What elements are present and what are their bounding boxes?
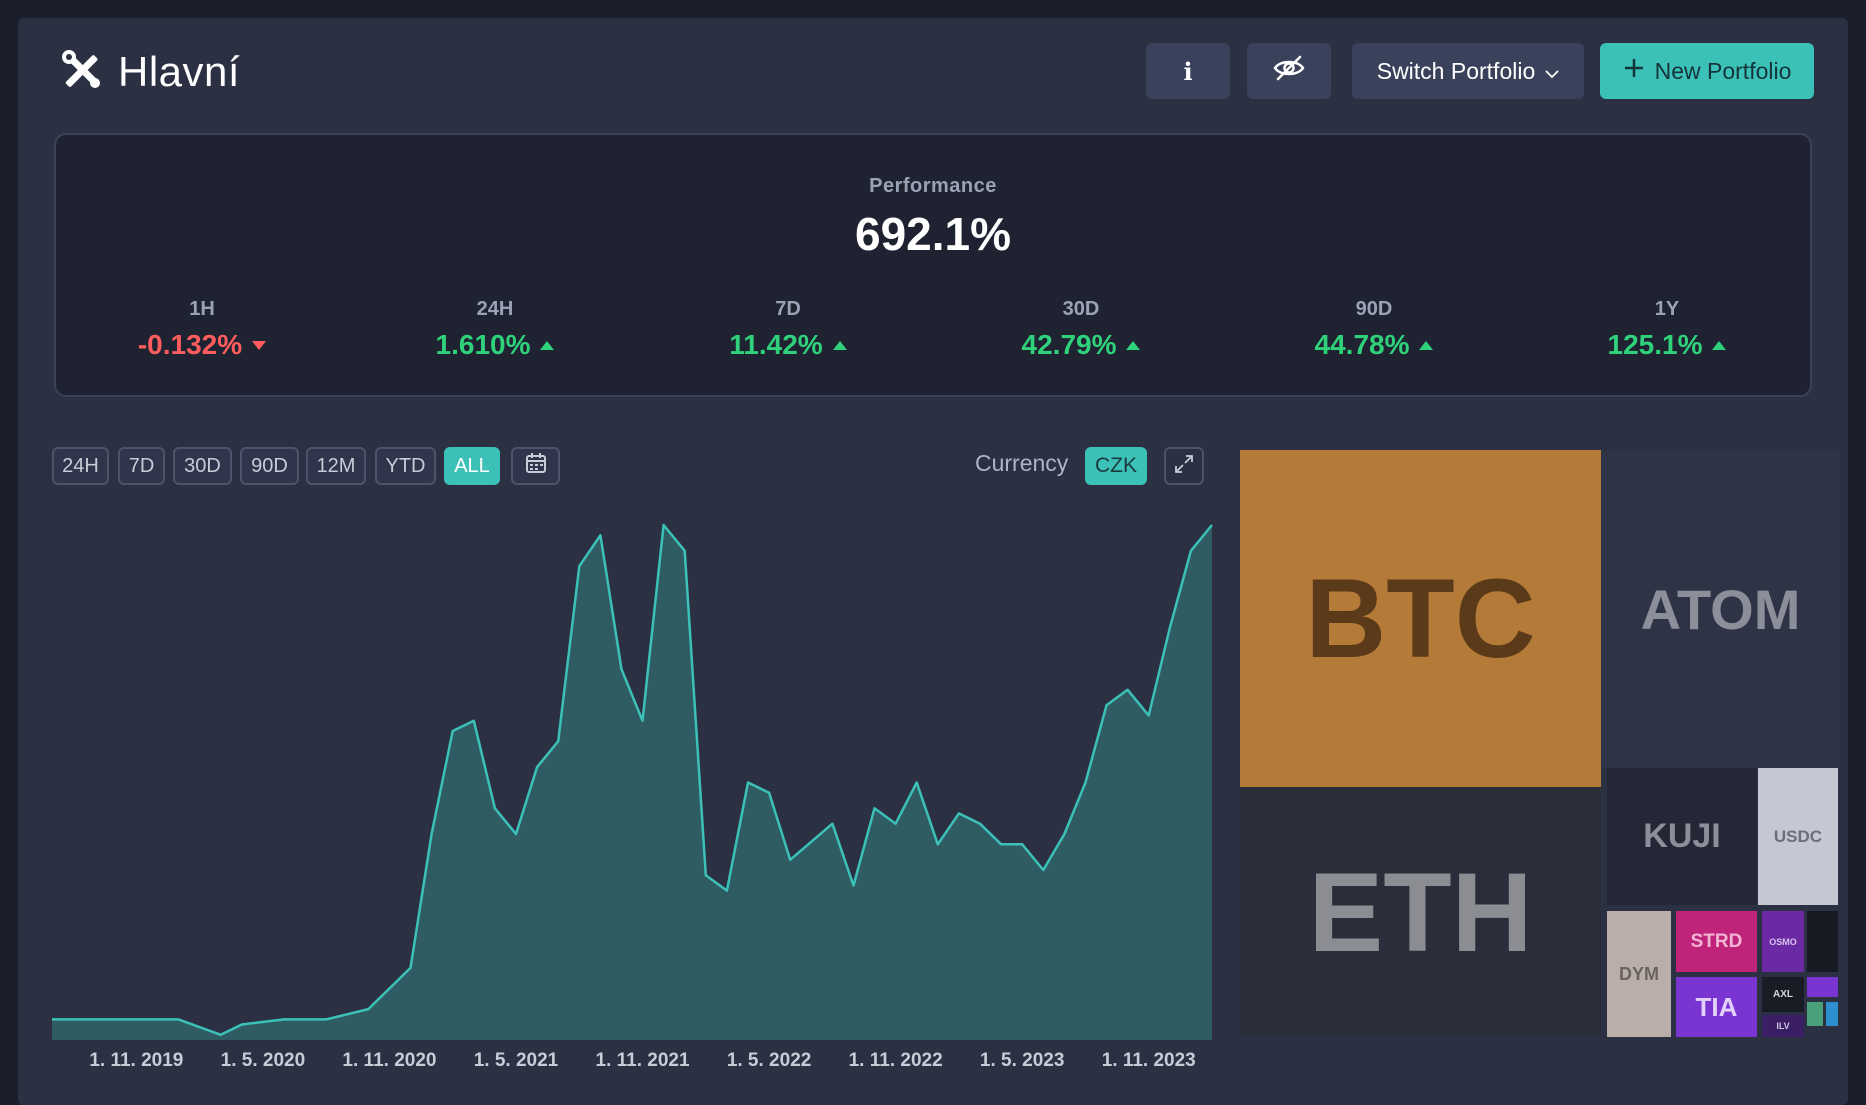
stat-change-value: 1.610%: [435, 329, 531, 360]
range-7d-button[interactable]: 7D: [118, 447, 165, 485]
portfolio-header: Hlavní: [60, 44, 240, 100]
treemap-tile-label: KUJI: [1643, 817, 1721, 855]
treemap-tile-small[interactable]: [1807, 911, 1838, 972]
chart-line: [52, 523, 1213, 1037]
calendar-icon: [525, 452, 547, 480]
treemap-tile-label: ILV: [1776, 1021, 1790, 1031]
stat-change: 11.42%: [729, 329, 847, 361]
stat-change-value: 44.78%: [1314, 329, 1410, 360]
stat-period: 1H: [189, 298, 215, 320]
tools-icon: [60, 48, 104, 97]
caret-up-icon: [540, 340, 555, 350]
treemap-tile-label: AXL: [1773, 989, 1793, 1000]
range-ytd-button[interactable]: YTD: [375, 447, 436, 485]
caret-up-icon: [832, 340, 847, 350]
treemap-tile-small[interactable]: [1807, 977, 1838, 997]
treemap-tile-label: BTC: [1305, 556, 1536, 681]
treemap-tile-tia[interactable]: TIA: [1676, 977, 1757, 1037]
x-tick-label: 1. 5. 2023: [980, 1050, 1065, 1071]
x-tick-label: 1. 11. 2022: [849, 1050, 943, 1071]
treemap-tile-strd[interactable]: STRD: [1676, 911, 1757, 972]
stat-90d: 90D 44.78%: [1254, 298, 1494, 361]
treemap-tile-small[interactable]: [1826, 1002, 1838, 1026]
chart-area: [52, 525, 1212, 1040]
x-tick-label: 1. 11. 2020: [342, 1050, 436, 1071]
x-tick-label: 1. 11. 2023: [1102, 1050, 1196, 1071]
treemap-tile-usdc[interactable]: USDC: [1758, 768, 1838, 905]
expand-icon: [1174, 454, 1194, 479]
stat-7d: 7D 11.42%: [668, 298, 908, 361]
range-all-button[interactable]: ALL: [444, 447, 500, 485]
currency-select[interactable]: CZK: [1085, 447, 1147, 485]
stat-1h: 1H -0.132%: [82, 298, 322, 361]
treemap-tile-label: TIA: [1695, 991, 1738, 1022]
stat-period: 90D: [1355, 298, 1393, 320]
expand-chart-button[interactable]: [1164, 447, 1204, 485]
new-portfolio-button[interactable]: New Portfolio: [1600, 43, 1814, 99]
caret-up-icon: [1712, 340, 1727, 350]
stat-change-value: -0.132%: [137, 329, 243, 360]
x-tick-label: 1. 11. 2021: [596, 1050, 690, 1071]
stat-change: -0.132%: [137, 329, 267, 361]
range-90d-button[interactable]: 90D: [240, 447, 299, 485]
info-icon: i: [1183, 56, 1193, 86]
info-button[interactable]: i: [1146, 43, 1230, 99]
x-tick-label: 1. 5. 2021: [474, 1050, 559, 1071]
performance-value: 692.1%: [854, 208, 1011, 260]
treemap-tile-eth[interactable]: ETH: [1240, 787, 1601, 1037]
stat-change-value: 125.1%: [1607, 329, 1703, 360]
stat-30d: 30D 42.79%: [961, 298, 1201, 361]
stat-change: 125.1%: [1608, 329, 1727, 361]
treemap-tile-label: ATOM: [1640, 577, 1801, 641]
stat-period: 24H: [476, 298, 514, 320]
switch-portfolio-label: Switch Portfolio: [1376, 57, 1536, 84]
performance-card: Performance 692.1% 1H -0.132% 24H 1.610%…: [54, 133, 1812, 397]
treemap-tile-label: OSMO: [1769, 936, 1797, 947]
treemap-tile-dym[interactable]: DYM: [1607, 911, 1671, 1037]
caret-down-icon: [252, 340, 267, 350]
caret-up-icon: [1126, 340, 1141, 350]
chevron-down-icon: [1545, 58, 1559, 85]
allocation-treemap: BTC ETH ATOM KUJI USDC DYM STRD TIA OSMO…: [1240, 450, 1840, 1040]
range-12m-button[interactable]: 12M: [306, 447, 366, 485]
stat-24h: 24H 1.610%: [375, 298, 615, 361]
treemap-tile-axl[interactable]: AXL: [1762, 977, 1804, 1012]
stat-change: 1.610%: [436, 329, 555, 361]
portfolio-title: Hlavní: [118, 48, 241, 95]
currency-label: Currency: [975, 450, 1069, 476]
treemap-tile-osmo[interactable]: OSMO: [1762, 911, 1804, 972]
range-30d-button[interactable]: 30D: [173, 447, 232, 485]
stat-1y: 1Y 125.1%: [1547, 298, 1787, 361]
stat-change-value: 11.42%: [729, 329, 823, 360]
range-24h-button[interactable]: 24H: [52, 447, 109, 485]
treemap-tile-atom[interactable]: ATOM: [1601, 450, 1840, 768]
treemap-tile-label: USDC: [1773, 826, 1823, 846]
stat-period: 7D: [775, 298, 801, 320]
hide-values-button[interactable]: [1247, 43, 1331, 99]
treemap-tile-label: STRD: [1690, 930, 1743, 952]
eye-slash-icon: [1272, 55, 1306, 87]
treemap-tile-btc[interactable]: BTC: [1240, 450, 1601, 787]
x-tick-label: 1. 5. 2022: [727, 1050, 812, 1071]
stat-period: 30D: [1062, 298, 1100, 320]
treemap-tile-kuji[interactable]: KUJI: [1607, 768, 1757, 905]
stat-change: 44.78%: [1315, 329, 1434, 361]
x-tick-label: 1. 5. 2020: [221, 1050, 306, 1071]
treemap-tile-label: ETH: [1308, 849, 1533, 975]
stat-period: 1Y: [1654, 298, 1680, 320]
switch-portfolio-button[interactable]: Switch Portfolio: [1352, 43, 1584, 99]
plus-icon: [1623, 57, 1645, 85]
treemap-tile-ilv[interactable]: ILV: [1762, 1015, 1804, 1037]
stat-change: 42.79%: [1022, 329, 1141, 361]
calendar-button[interactable]: [511, 447, 560, 485]
x-tick-label: 1. 11. 2019: [89, 1050, 183, 1071]
treemap-tile-label: DYM: [1619, 963, 1659, 984]
caret-up-icon: [1419, 340, 1434, 350]
treemap-tile-small[interactable]: [1807, 1002, 1823, 1026]
stat-change-value: 42.79%: [1021, 329, 1117, 360]
new-portfolio-label: New Portfolio: [1654, 57, 1792, 84]
performance-label: Performance: [869, 175, 997, 197]
